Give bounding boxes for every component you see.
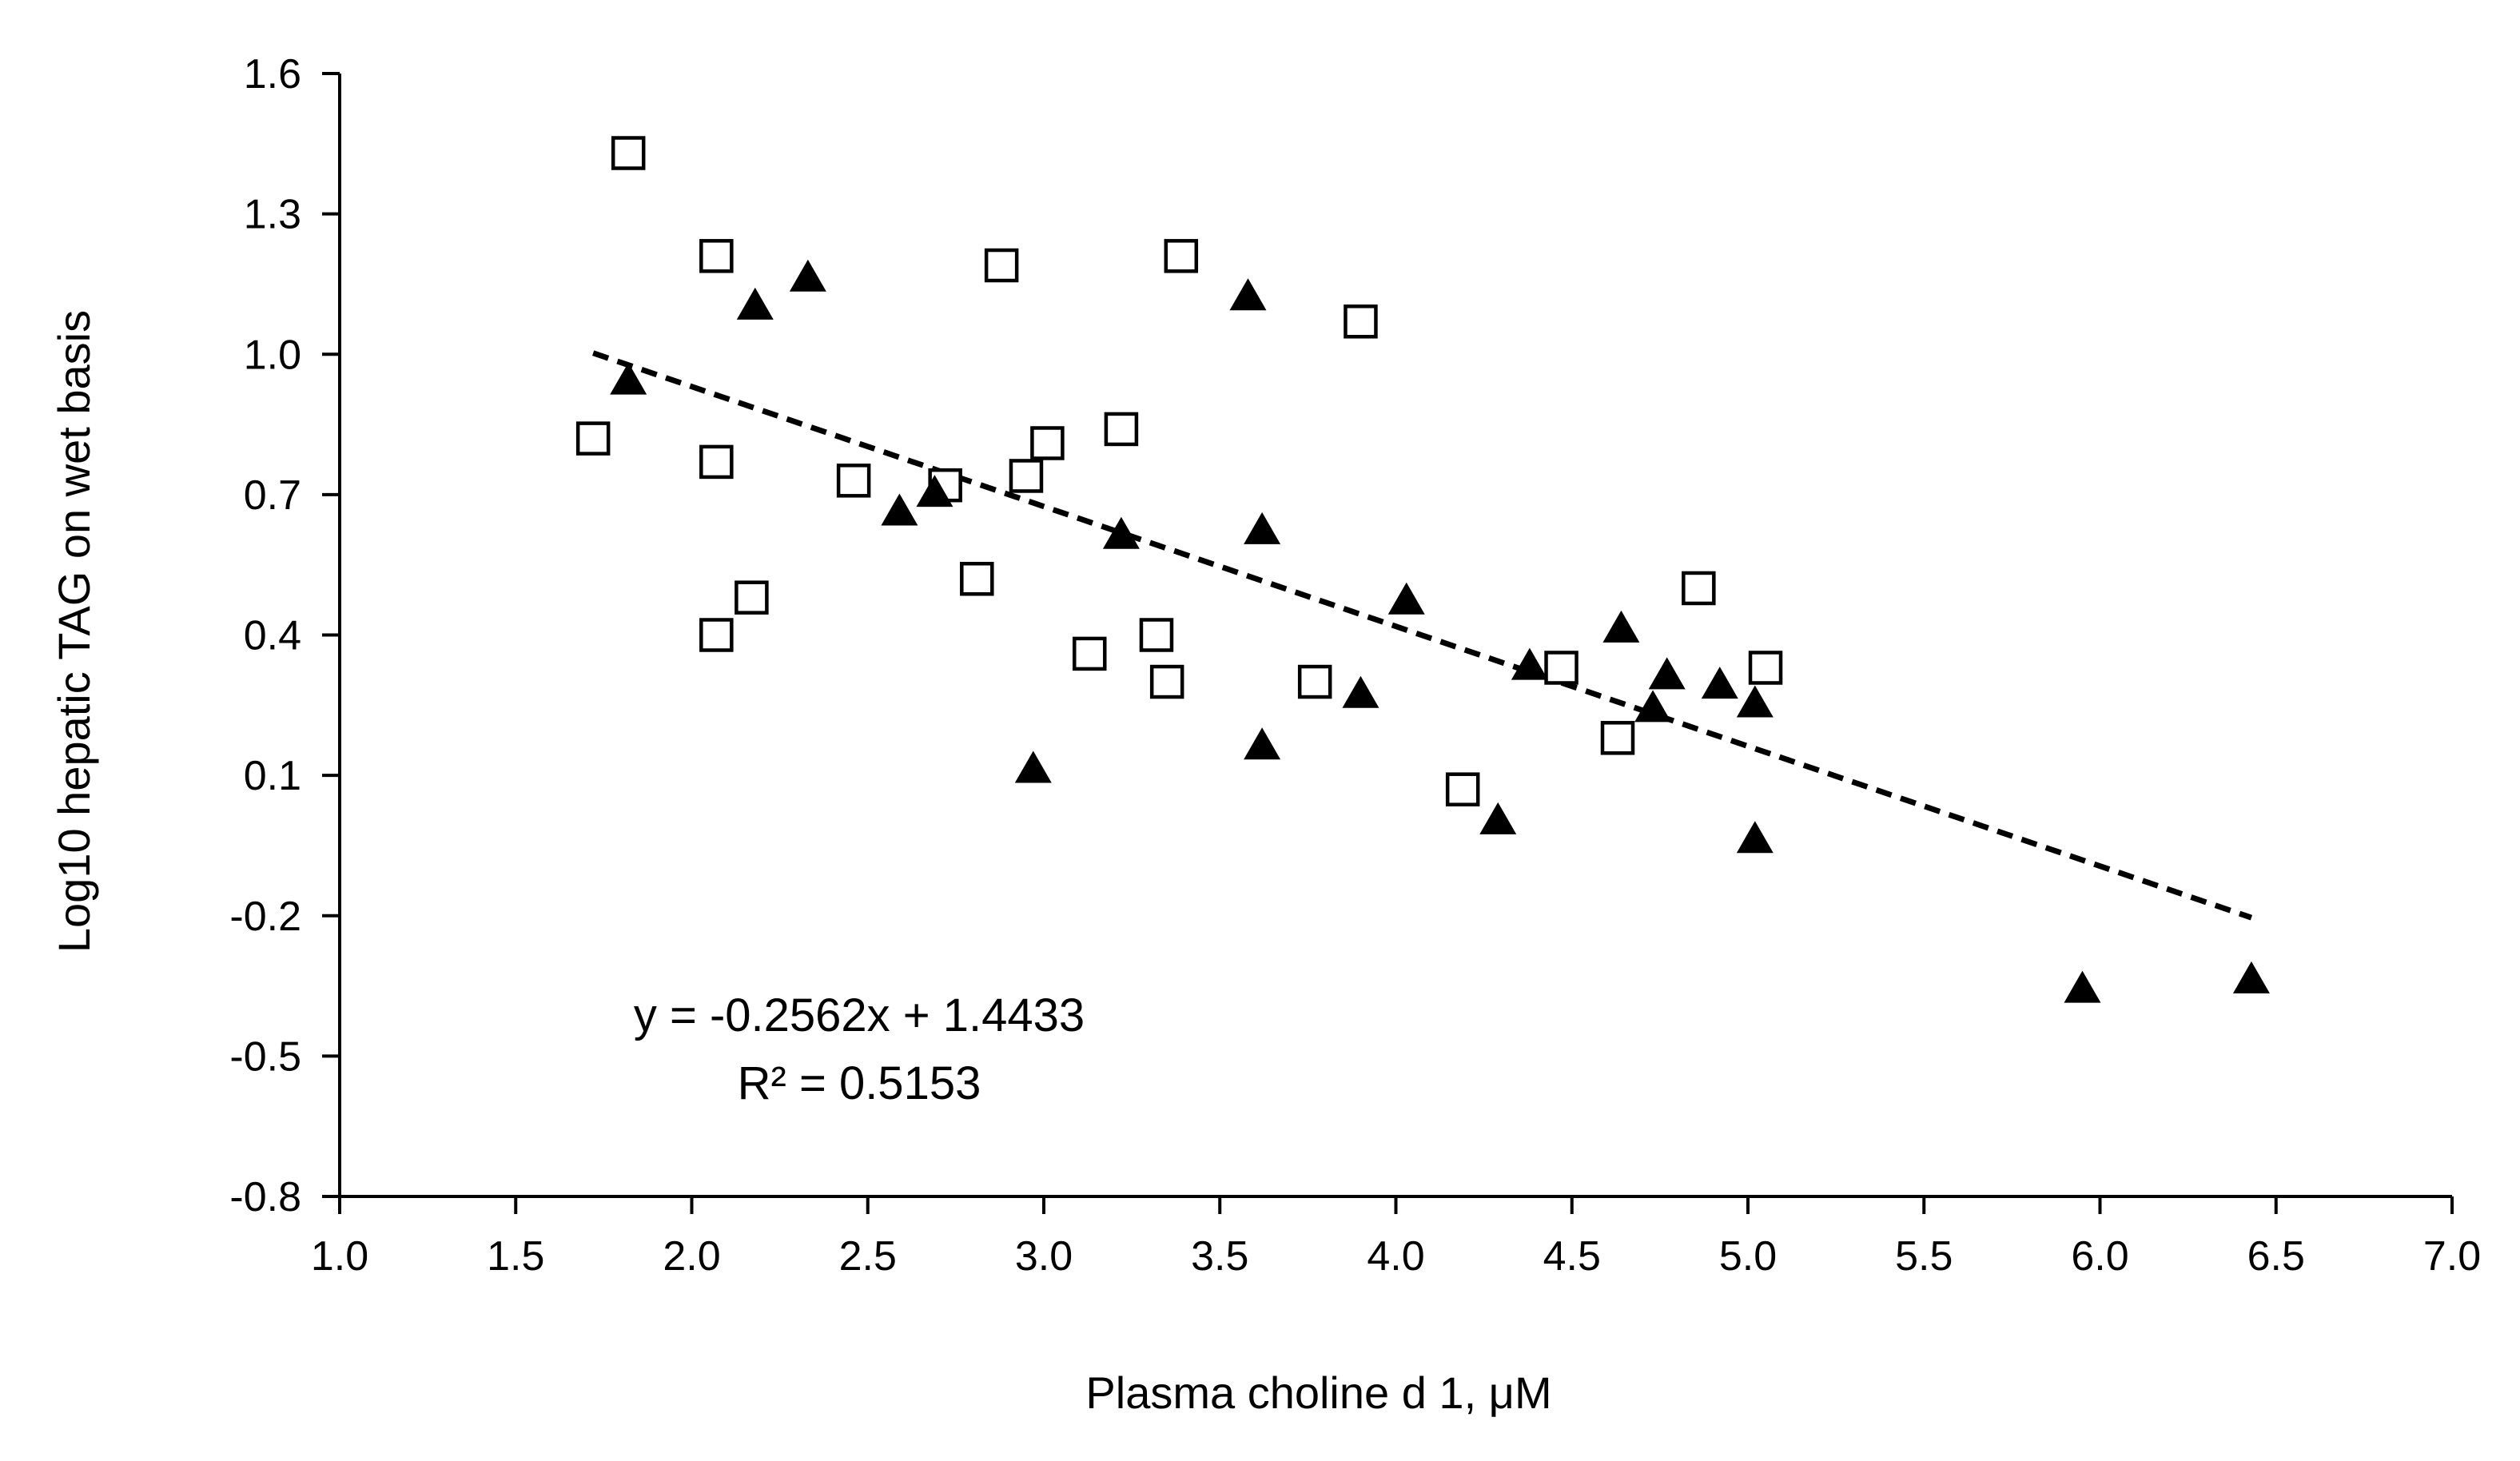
- square-marker: [1164, 239, 1199, 273]
- x-tick-label: 6.5: [2247, 1233, 2305, 1280]
- y-tick-label: 1.6: [244, 51, 301, 98]
- data-points-layer: [575, 136, 2270, 1003]
- x-tick-label: 4.5: [1543, 1233, 1601, 1280]
- triangle-marker: [1701, 667, 1738, 699]
- x-tick-label: 2.5: [839, 1233, 897, 1280]
- triangle-marker: [789, 259, 826, 292]
- triangle-marker: [1648, 657, 1686, 690]
- triangle-marker: [1342, 675, 1379, 708]
- square-marker: [1104, 412, 1139, 447]
- triangle-marker: [1479, 802, 1517, 834]
- y-tick-label: -0.2: [229, 894, 301, 940]
- square-marker: [960, 562, 994, 596]
- triangle-marker: [916, 475, 953, 508]
- triangle-marker: [1634, 690, 1672, 723]
- triangle-marker: [2232, 961, 2270, 993]
- square-marker: [699, 618, 734, 652]
- triangle-marker: [1736, 685, 1774, 718]
- square-marker: [836, 464, 871, 498]
- x-axis-label: Plasma choline d 1, μM: [1085, 1367, 1551, 1418]
- square-marker: [575, 421, 611, 456]
- x-tick-label: 5.0: [1719, 1233, 1777, 1280]
- trendline-layer: [592, 350, 2253, 921]
- y-tick-label: -0.8: [229, 1174, 301, 1220]
- x-tick-label: 3.5: [1191, 1233, 1248, 1280]
- square-marker: [1073, 636, 1107, 671]
- triangle-marker: [610, 362, 647, 395]
- square-marker: [1149, 664, 1184, 699]
- square-marker: [1544, 651, 1578, 685]
- triangle-marker: [2064, 970, 2101, 1003]
- triangle-marker: [1736, 821, 1774, 854]
- x-tick-label: 6.0: [2071, 1233, 2128, 1280]
- square-marker: [1445, 772, 1480, 806]
- x-tick-label: 2.0: [663, 1233, 720, 1280]
- triangle-marker: [881, 493, 918, 526]
- triangle-marker: [1014, 750, 1052, 783]
- axes: [322, 72, 2454, 1214]
- x-tick-label: 3.0: [1015, 1233, 1073, 1280]
- x-tick-label: 1.0: [311, 1233, 368, 1280]
- square-marker: [1682, 571, 1716, 606]
- square-marker: [1344, 305, 1378, 339]
- triangle-marker: [1602, 610, 1640, 643]
- y-axis-label: Log10 hepatic TAG on wet basis: [49, 310, 99, 953]
- y-tick-label: -0.5: [229, 1033, 301, 1080]
- y-tick-label: 1.0: [244, 332, 301, 378]
- trendline-equation: y = -0.2562x + 1.4433: [634, 989, 1085, 1041]
- x-tick-label: 5.5: [1895, 1233, 1953, 1280]
- square-marker: [735, 580, 769, 615]
- square-marker: [611, 136, 646, 170]
- square-marker: [699, 239, 734, 273]
- square-marker: [1139, 618, 1174, 652]
- triangle-marker: [1229, 278, 1267, 311]
- square-marker: [1600, 721, 1635, 755]
- triangle-marker: [1244, 727, 1281, 760]
- x-tick-label: 7.0: [2423, 1233, 2481, 1280]
- square-marker: [1009, 459, 1044, 493]
- triangle-marker: [1244, 512, 1281, 544]
- y-tick-label: 0.1: [244, 753, 301, 799]
- square-marker: [699, 444, 734, 480]
- square-marker: [984, 248, 1019, 283]
- trendline-r2: R² = 0.5153: [738, 1057, 981, 1109]
- square-marker: [1748, 651, 1783, 685]
- trendline: [592, 350, 2253, 921]
- y-tick-label: 0.4: [244, 613, 301, 659]
- square-marker: [1297, 664, 1332, 699]
- y-tick-label: 0.7: [244, 472, 301, 519]
- y-tick-label: 1.3: [244, 192, 301, 238]
- triangle-marker: [1387, 582, 1425, 615]
- x-tick-labels: 1.0 1.5 2.0 2.5 3.0 3.5 4.0 4.5 5.0 5.5 6.0 6.5 7.0: [311, 1233, 2481, 1280]
- triangle-marker: [1511, 647, 1548, 680]
- triangle-marker: [1102, 516, 1140, 549]
- square-marker: [1030, 426, 1065, 460]
- y-tick-labels: 1.6 1.3 1.0 0.7 0.4 0.1 -0.2 -0.5 -0.8: [229, 51, 301, 1220]
- triangle-marker: [736, 287, 774, 320]
- x-tick-label: 4.0: [1367, 1233, 1424, 1280]
- x-tick-label: 1.5: [487, 1233, 544, 1280]
